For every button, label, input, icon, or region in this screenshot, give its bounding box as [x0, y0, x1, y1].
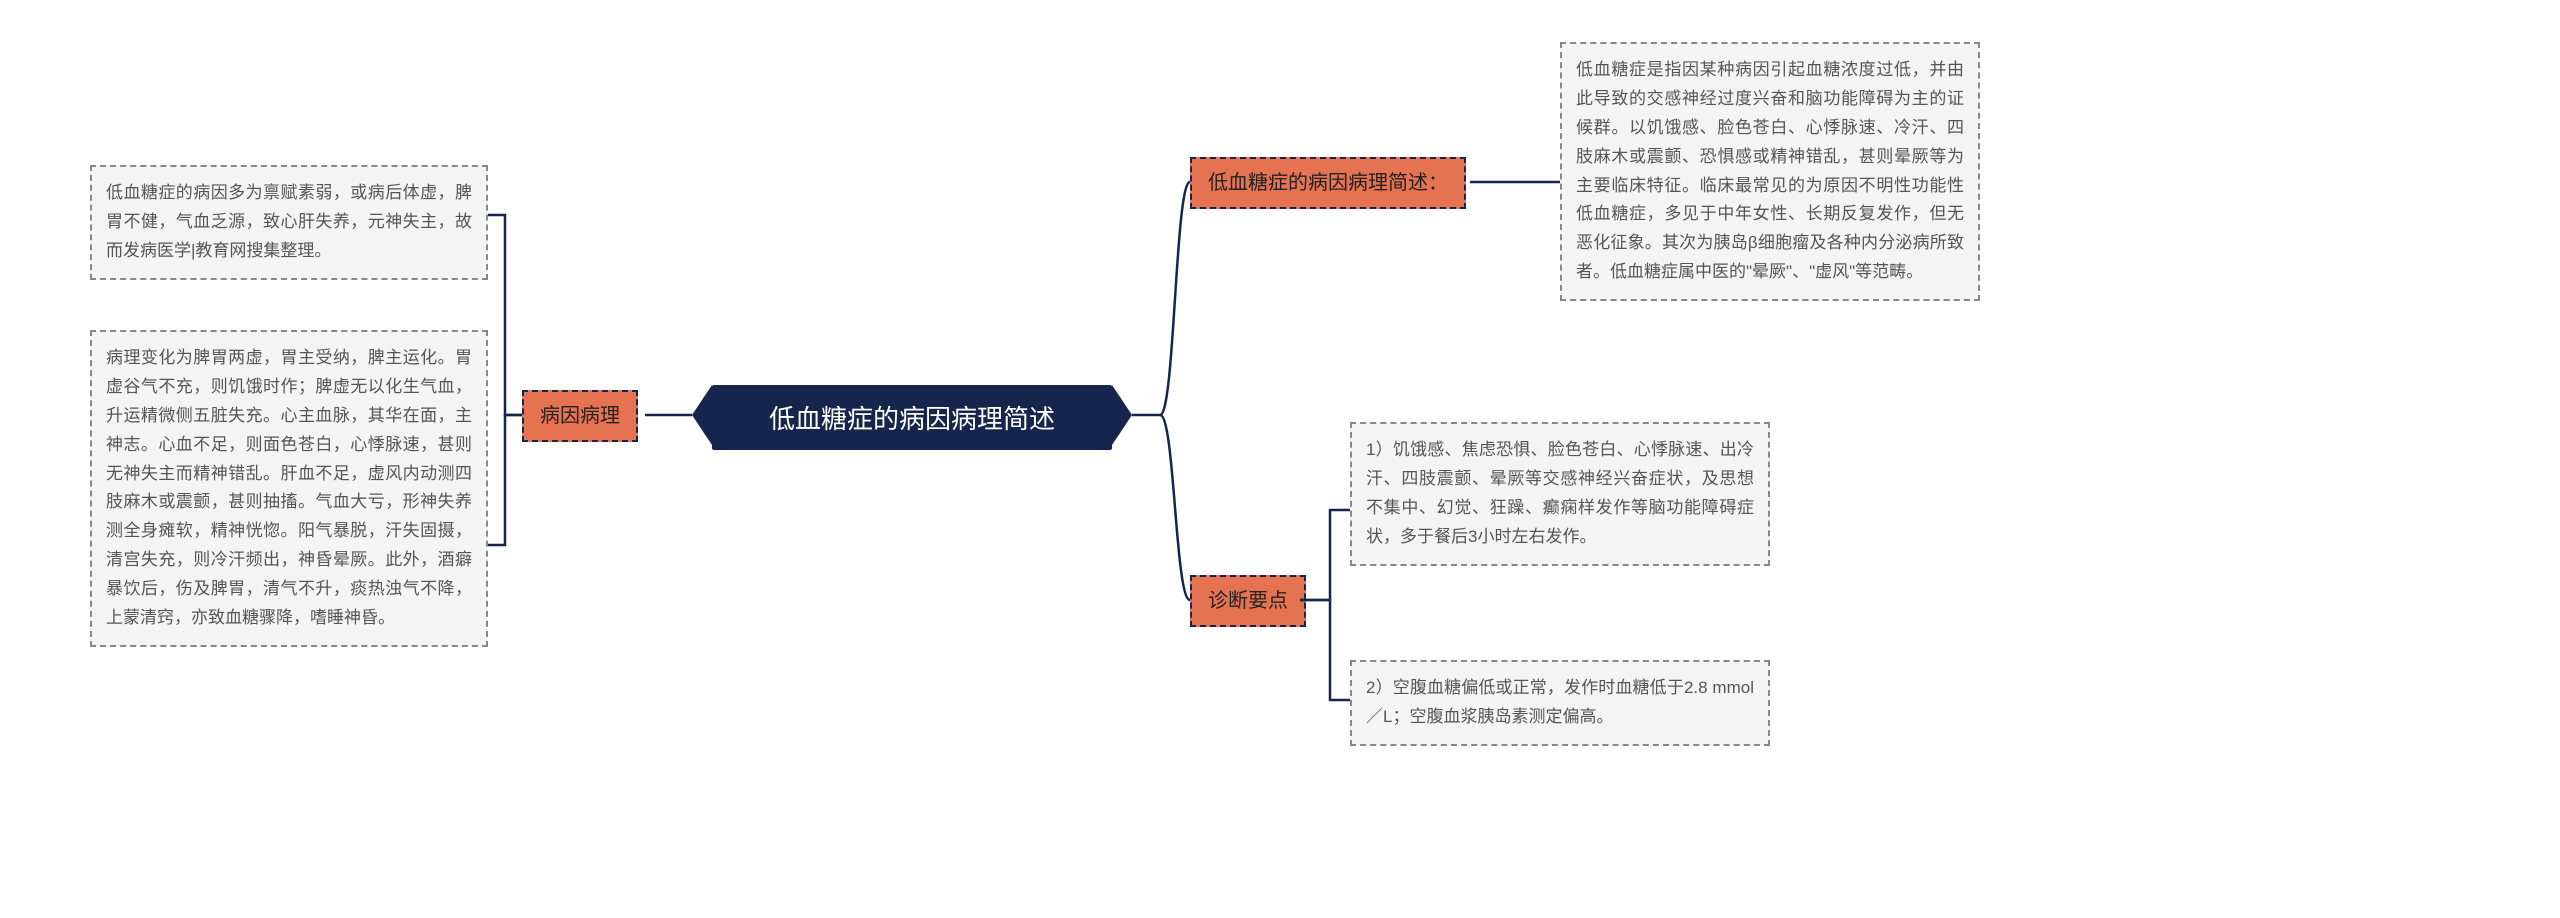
topic-right-overview: 低血糖症的病因病理简述：: [1190, 157, 1466, 209]
central-label: 低血糖症的病因病理简述: [769, 404, 1055, 434]
topic-right-diagnosis-label: 诊断要点: [1208, 590, 1288, 612]
leaf-right-overview-1-text: 低血糖症是指因某种病因引起血糖浓度过低，并由此导致的交感神经过度兴奋和脑功能障碍…: [1576, 60, 1964, 281]
topic-right-overview-label: 低血糖症的病因病理简述：: [1208, 172, 1448, 194]
leaf-left-2: 病理变化为脾胃两虚，胃主受纳，脾主运化。胃虚谷气不充，则饥饿时作；脾虚无以化生气…: [90, 330, 488, 647]
central-node: 低血糖症的病因病理简述: [712, 385, 1112, 450]
leaf-right-diag-1: 1）饥饿感、焦虑恐惧、脸色苍白、心悸脉速、出冷汗、四肢震颤、晕厥等交感神经兴奋症…: [1350, 422, 1770, 566]
leaf-right-diag-2-text: 2）空腹血糖偏低或正常，发作时血糖低于2.8 mmol／L；空腹血浆胰岛素测定偏…: [1366, 678, 1754, 726]
topic-left-etiology: 病因病理: [522, 390, 638, 442]
topic-left-label: 病因病理: [540, 405, 620, 427]
leaf-right-diag-2: 2）空腹血糖偏低或正常，发作时血糖低于2.8 mmol／L；空腹血浆胰岛素测定偏…: [1350, 660, 1770, 746]
leaf-left-1: 低血糖症的病因多为禀赋素弱，或病后体虚，脾胃不健，气血乏源，致心肝失养，元神失主…: [90, 165, 488, 280]
leaf-left-1-text: 低血糖症的病因多为禀赋素弱，或病后体虚，脾胃不健，气血乏源，致心肝失养，元神失主…: [106, 183, 472, 260]
leaf-right-diag-1-text: 1）饥饿感、焦虑恐惧、脸色苍白、心悸脉速、出冷汗、四肢震颤、晕厥等交感神经兴奋症…: [1366, 440, 1754, 546]
leaf-right-overview-1: 低血糖症是指因某种病因引起血糖浓度过低，并由此导致的交感神经过度兴奋和脑功能障碍…: [1560, 42, 1980, 301]
topic-right-diagnosis: 诊断要点: [1190, 575, 1306, 627]
leaf-left-2-text: 病理变化为脾胃两虚，胃主受纳，脾主运化。胃虚谷气不充，则饥饿时作；脾虚无以化生气…: [106, 348, 472, 627]
